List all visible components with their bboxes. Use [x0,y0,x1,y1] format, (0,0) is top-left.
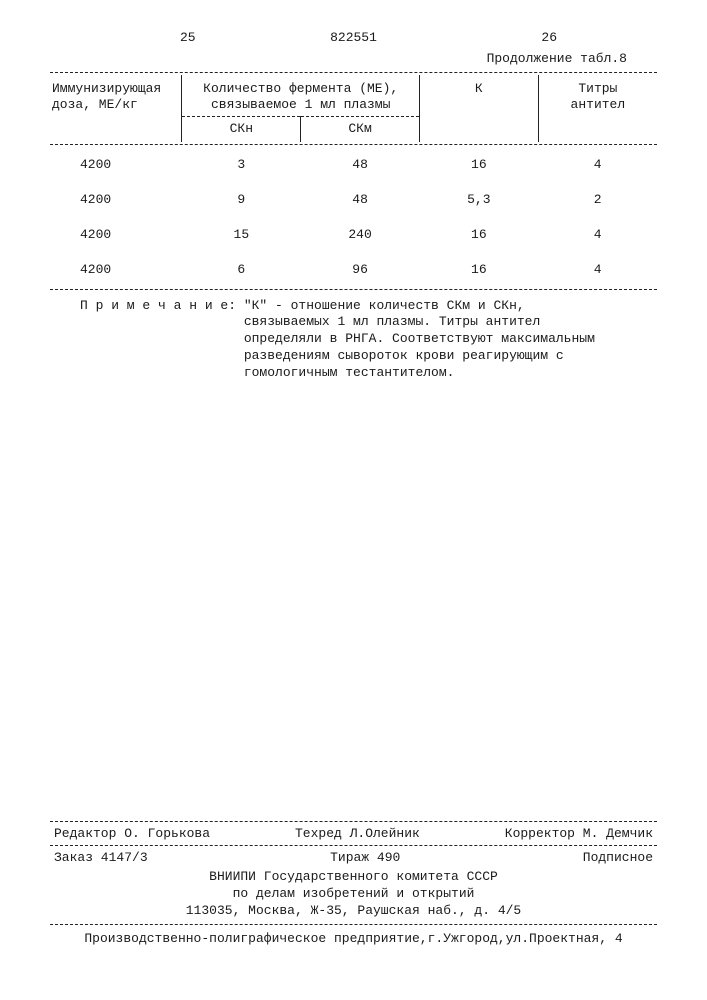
techred-credit: Техред Л.Олейник [295,826,420,841]
doc-number: 822551 [330,30,377,45]
col-header-text: Количество фермента (МЕ), [203,81,398,96]
rule [50,289,657,290]
col-header-text: Титры [578,81,617,96]
publisher-line: по делам изобретений и открытий [50,886,657,903]
cell-titer: 4 [538,147,657,182]
cell-skn: 3 [182,147,301,182]
cell-dose: 4200 [50,147,182,182]
publisher-block: ВНИИПИ Государственного комитета СССР по… [50,867,657,922]
cell-titer: 2 [538,182,657,217]
cell-titer: 4 [538,252,657,287]
table-row: 4200 15 240 16 4 [50,217,657,252]
order-no: Заказ 4147/3 [54,850,148,865]
rule [50,72,657,73]
publisher-line: ВНИИПИ Государственного комитета СССР [50,869,657,886]
col-header-text: Иммунизирующая [52,81,161,96]
col-header-text: антител [571,97,626,112]
tirazh: Тираж 490 [330,850,400,865]
table-row: 4200 6 96 16 4 [50,252,657,287]
order-row: Заказ 4147/3 Тираж 490 Подписное [50,848,657,867]
rule [50,845,657,846]
cell-k: 16 [419,217,538,252]
page-header: 25 822551 26 [50,30,657,45]
col-header-enzyme-group: Количество фермента (МЕ), связываемое 1 … [182,75,420,116]
rule [50,924,657,925]
printer-line: Производственно-полиграфическое предприя… [50,927,657,950]
cell-k: 16 [419,252,538,287]
cell-skm: 96 [301,252,420,287]
cell-titer: 4 [538,217,657,252]
cell-skn: 6 [182,252,301,287]
cell-skn: 9 [182,182,301,217]
page-no-right: 26 [541,30,557,45]
table-note: П р и м е ч а н и е: "К" - отношение кол… [80,298,657,382]
note-body: "К" - отношение количеств СКм и СКн, свя… [244,298,657,382]
cell-skm: 48 [301,182,420,217]
cell-skm: 240 [301,217,420,252]
publisher-line: 113035, Москва, Ж-35, Раушская наб., д. … [50,903,657,920]
col-header-dose: Иммунизирующая доза, МЕ/кг [50,75,182,142]
rule [50,821,657,822]
col-header-skn: СКн [182,116,301,142]
note-label: П р и м е ч а н и е: [80,298,244,382]
table-row: 4200 3 48 16 4 [50,147,657,182]
imprint-footer: Редактор О. Горькова Техред Л.Олейник Ко… [50,819,657,950]
data-table: Иммунизирующая доза, МЕ/кг Количество фе… [50,75,657,142]
cell-dose: 4200 [50,217,182,252]
table-continuation-label: Продолжение табл.8 [50,51,627,66]
document-page: 25 822551 26 Продолжение табл.8 Иммунизи… [0,0,707,402]
col-header-k: К [419,75,538,142]
cell-k: 16 [419,147,538,182]
cell-dose: 4200 [50,252,182,287]
table-header-row: Иммунизирующая доза, МЕ/кг Количество фе… [50,75,657,116]
col-header-text: доза, МЕ/кг [52,97,138,112]
cell-dose: 4200 [50,182,182,217]
cell-skm: 48 [301,147,420,182]
rule [50,144,657,145]
credits-row: Редактор О. Горькова Техред Л.Олейник Ко… [50,824,657,843]
cell-skn: 15 [182,217,301,252]
page-no-left: 25 [180,30,196,45]
col-header-skm: СКм [301,116,420,142]
col-header-titer: Титры антител [538,75,657,142]
data-table-body: 4200 3 48 16 4 4200 9 48 5,3 2 4200 15 2… [50,147,657,287]
corrector-credit: Корректор М. Демчик [505,826,653,841]
col-header-text: связываемое 1 мл плазмы [211,97,390,112]
signed: Подписное [583,850,653,865]
table-row: 4200 9 48 5,3 2 [50,182,657,217]
cell-k: 5,3 [419,182,538,217]
editor-credit: Редактор О. Горькова [54,826,210,841]
